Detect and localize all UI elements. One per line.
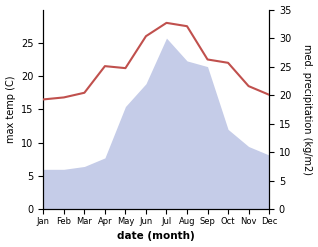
Y-axis label: max temp (C): max temp (C) — [5, 76, 16, 143]
X-axis label: date (month): date (month) — [117, 231, 195, 242]
Y-axis label: med. precipitation (kg/m2): med. precipitation (kg/m2) — [302, 44, 313, 175]
